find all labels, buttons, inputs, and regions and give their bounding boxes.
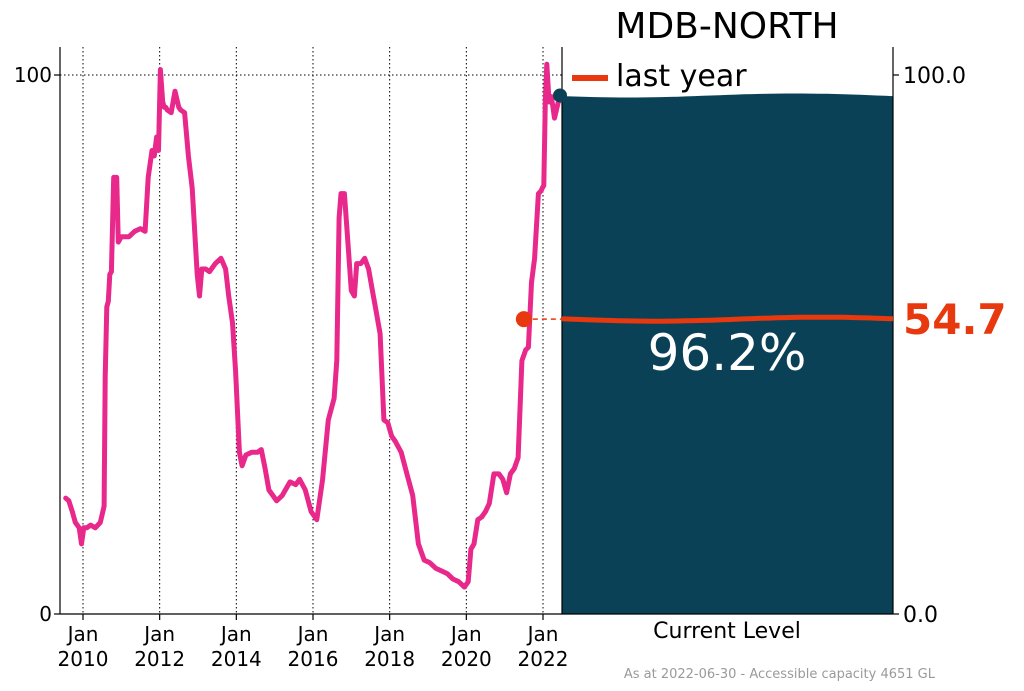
series-end-dot — [553, 88, 567, 103]
series-line — [63, 61, 565, 590]
x-ticks: Jan2010Jan2012Jan2014Jan2016Jan2018Jan20… — [58, 614, 569, 671]
y-tick-label-left: 0 — [39, 602, 52, 626]
last-year-marker — [515, 311, 532, 328]
x-tick-label-month: Jan — [372, 622, 405, 646]
footnote: As at 2022-06-30 - Accessible capacity 4… — [624, 667, 936, 682]
y-tick-label-right: 100.0 — [903, 64, 966, 89]
current-level-fill — [562, 93, 893, 614]
x-tick-label-month: Jan — [526, 622, 559, 646]
legend-swatch — [572, 75, 608, 81]
x-tick-label-month: Jan — [296, 622, 329, 646]
x-tick-label-year: 2016 — [288, 647, 339, 671]
x-tick-label-year: 2010 — [58, 647, 109, 671]
last-year-line — [561, 314, 894, 324]
grid — [60, 47, 562, 614]
y-tick-label-left: 100 — [14, 63, 52, 87]
legend-label: last year — [616, 59, 747, 94]
chart-title: MDB-NORTH — [615, 6, 838, 47]
x-tick-label-year: 2022 — [518, 647, 569, 671]
x-tick-label-month: Jan — [142, 622, 175, 646]
current-level-label: Current Level — [653, 619, 801, 644]
x-tick-label-year: 2014 — [211, 647, 262, 671]
last-year-value-label: 54.7 — [903, 295, 1007, 344]
x-tick-label-month: Jan — [66, 622, 99, 646]
current-percent-label: 96.2% — [648, 324, 807, 382]
x-tick-label-year: 2012 — [134, 647, 185, 671]
x-tick-label-month: Jan — [219, 622, 252, 646]
y-ticks-right: 0.0 100.0 — [893, 64, 966, 628]
y-tick-label-right: 0.0 — [903, 603, 938, 628]
x-tick-label-year: 2018 — [364, 647, 415, 671]
x-tick-label-year: 2020 — [441, 647, 492, 671]
y-ticks-left: 0 100 — [14, 63, 60, 626]
x-tick-label-month: Jan — [449, 622, 482, 646]
